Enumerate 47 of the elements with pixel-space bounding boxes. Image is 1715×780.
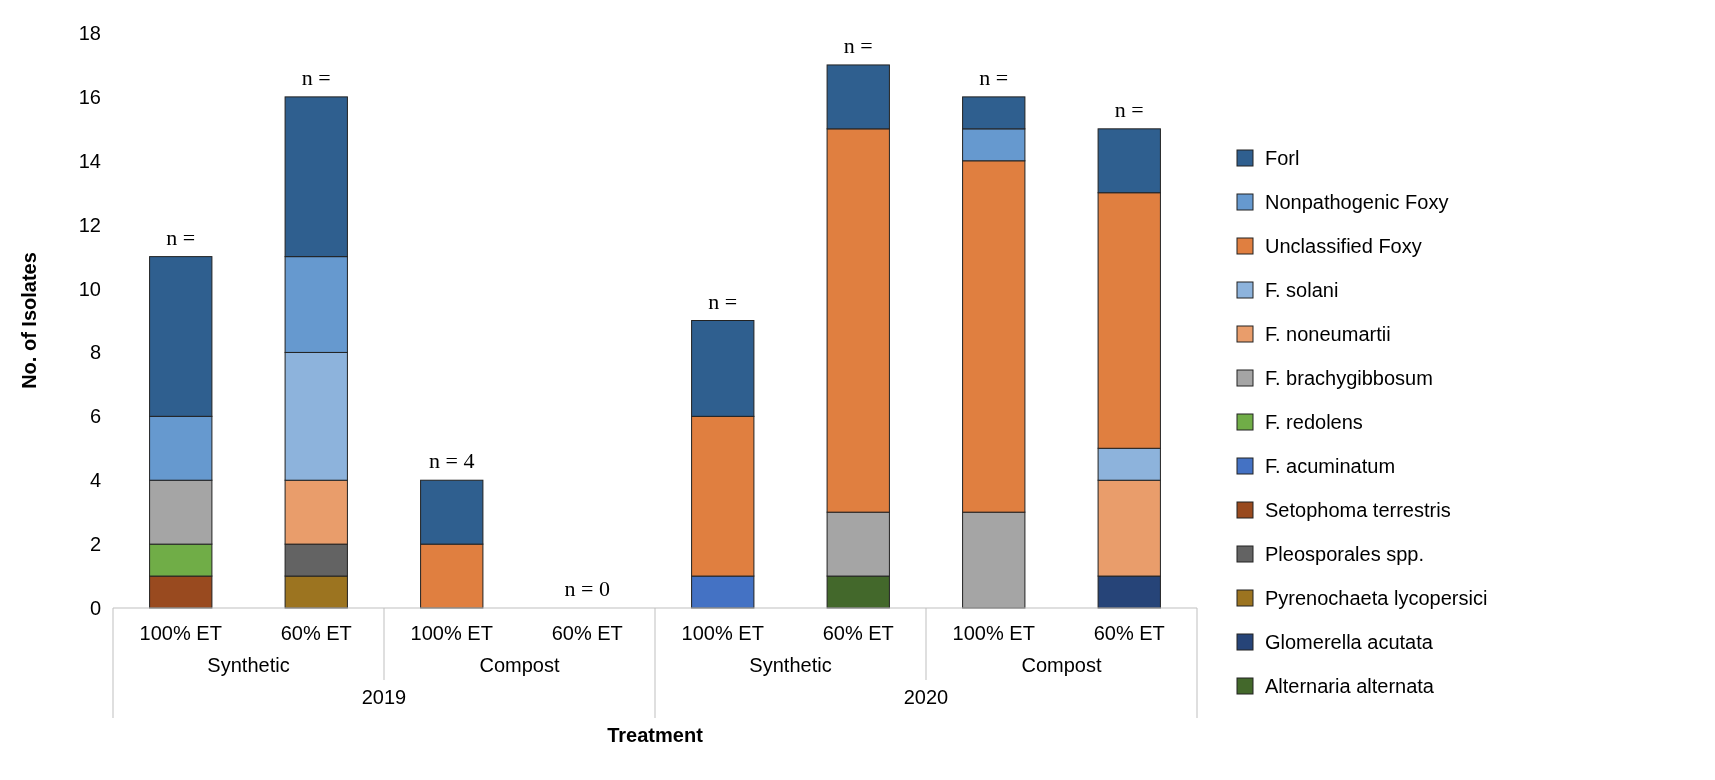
- text: 2019: [361, 686, 407, 708]
- y-tick-label: 18: [78, 22, 101, 44]
- text: Synthetic: [749, 654, 832, 676]
- legend-label: Forl: [1265, 147, 1300, 169]
- y-tick-label: 10: [78, 277, 101, 300]
- y-tick-label: 8: [89, 341, 101, 364]
- x-tick-label: 60% ET: [822, 622, 894, 644]
- total-label: n = 4: [429, 448, 475, 474]
- y-tick-label: 4: [89, 469, 101, 492]
- x-tick-label: 100% ET: [681, 622, 764, 644]
- y-tick-label: 6: [89, 405, 101, 428]
- total-label: n =: [708, 288, 738, 314]
- legend-label: Glomerella acutata: [1265, 631, 1434, 653]
- x-tick-label: 100% ET: [410, 622, 493, 644]
- total-label: n = 0: [564, 576, 610, 601]
- x-axis-title: Treatment: [607, 724, 704, 746]
- legend-label: F. noneumartii: [1265, 323, 1391, 345]
- legend-label: Alternaria alternata: [1265, 675, 1435, 697]
- legend-label: F. solani: [1265, 279, 1339, 301]
- legend-label: Pyrenochaeta lycopersici: [1265, 587, 1488, 609]
- text: Compost: [479, 654, 560, 676]
- y-tick-label: 16: [78, 85, 101, 108]
- y-tick-label: 2: [89, 533, 101, 556]
- total-label: n =: [979, 64, 1009, 90]
- legend-label: F. redolens: [1265, 411, 1363, 433]
- x-tick-label: 60% ET: [551, 622, 623, 644]
- total-label: n =: [1114, 96, 1144, 122]
- legend-label: Unclassified Foxy: [1265, 235, 1422, 257]
- legend-label: Nonpathogenic Foxy: [1265, 191, 1449, 213]
- y-tick-label: 0: [89, 597, 101, 619]
- x-tick-label: 100% ET: [952, 622, 1035, 644]
- y-tick-label: 12: [78, 213, 101, 236]
- legend-label: Pleosporales spp.: [1265, 543, 1424, 565]
- total-label: n =: [843, 32, 873, 58]
- legend-label: Setophoma terrestris: [1265, 499, 1451, 521]
- text: Synthetic: [207, 654, 290, 676]
- x-tick-label: 60% ET: [280, 622, 352, 644]
- y-axis-title: No. of Isolates: [18, 252, 40, 389]
- text: Compost: [1021, 654, 1102, 676]
- total-label: n =: [166, 224, 196, 250]
- legend-label: F. acuminatum: [1265, 455, 1396, 477]
- text: 2020: [903, 686, 949, 708]
- x-tick-label: 60% ET: [1093, 622, 1165, 644]
- y-tick-label: 14: [78, 149, 101, 172]
- total-label: n =: [301, 64, 331, 90]
- legend-label: F. brachygibbosum: [1265, 367, 1433, 389]
- x-tick-label: 100% ET: [139, 622, 222, 644]
